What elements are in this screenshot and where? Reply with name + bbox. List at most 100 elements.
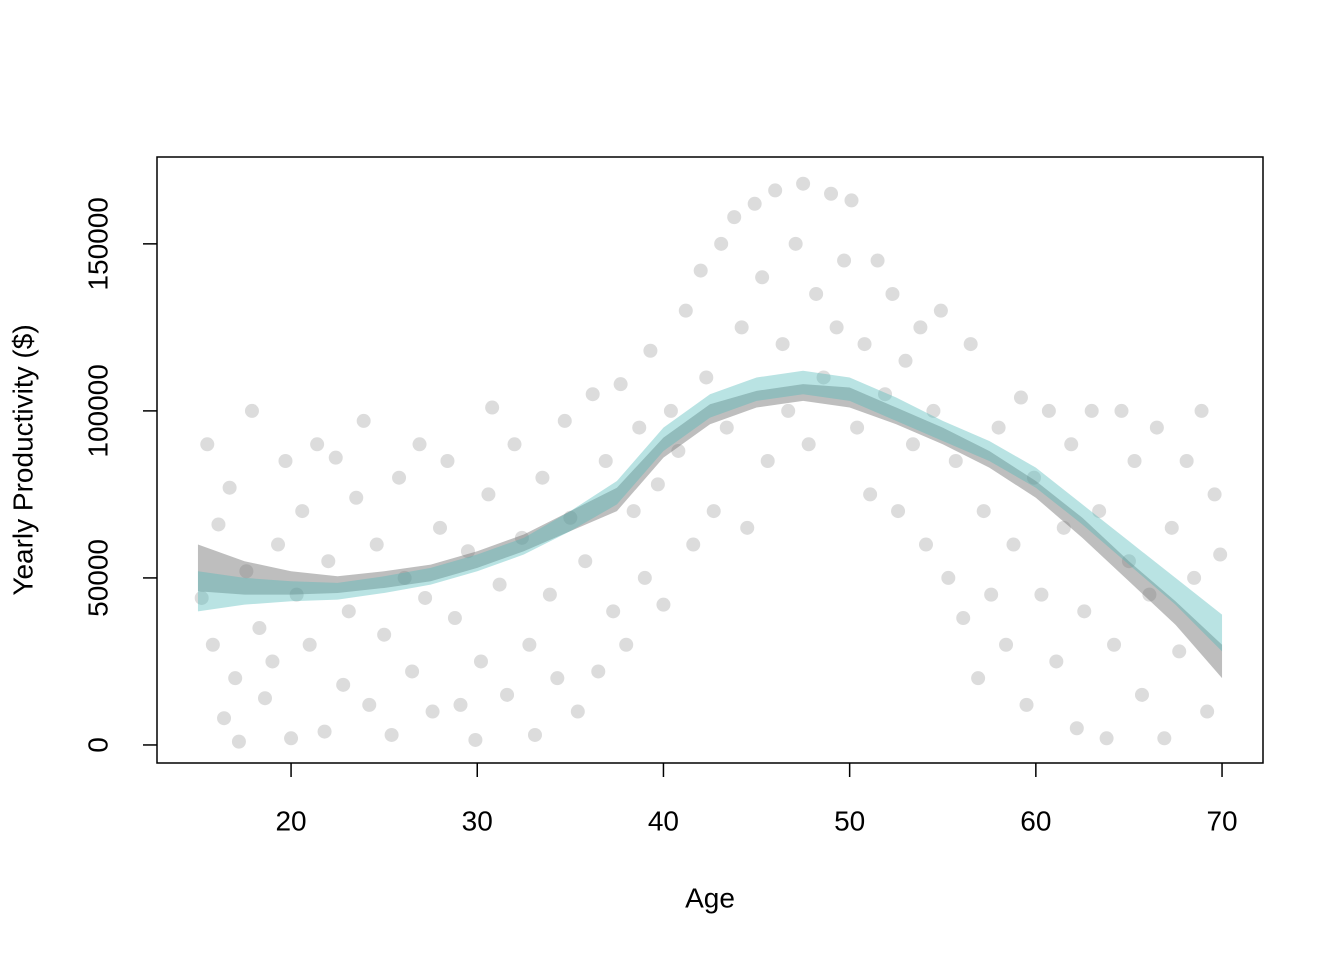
point bbox=[984, 587, 999, 602]
point bbox=[425, 704, 440, 719]
point bbox=[211, 517, 226, 532]
point bbox=[1142, 587, 1157, 602]
point bbox=[663, 403, 678, 418]
point bbox=[1049, 654, 1064, 669]
point bbox=[1064, 437, 1079, 452]
point bbox=[542, 587, 557, 602]
point bbox=[278, 454, 293, 469]
point bbox=[933, 303, 948, 318]
point bbox=[971, 671, 986, 686]
point bbox=[563, 510, 578, 525]
point bbox=[252, 621, 267, 636]
point bbox=[891, 504, 906, 519]
point bbox=[1187, 570, 1202, 585]
point bbox=[362, 697, 377, 712]
point bbox=[468, 732, 483, 747]
point bbox=[412, 437, 427, 452]
point bbox=[1092, 504, 1107, 519]
point bbox=[1114, 403, 1129, 418]
point bbox=[898, 353, 913, 368]
point bbox=[1077, 604, 1092, 619]
point bbox=[369, 537, 384, 552]
point bbox=[637, 570, 652, 585]
point bbox=[768, 183, 783, 198]
point bbox=[1194, 403, 1209, 418]
x-axis-label: Age bbox=[685, 882, 735, 913]
point bbox=[405, 664, 420, 679]
point bbox=[1006, 537, 1021, 552]
point bbox=[837, 253, 852, 268]
point bbox=[727, 210, 742, 225]
point bbox=[956, 611, 971, 626]
point bbox=[857, 337, 872, 352]
point bbox=[678, 303, 693, 318]
point bbox=[578, 554, 593, 569]
point bbox=[481, 487, 496, 502]
x-tick-label: 60 bbox=[1020, 805, 1051, 836]
point bbox=[231, 734, 246, 749]
point bbox=[244, 403, 259, 418]
point bbox=[948, 454, 963, 469]
point bbox=[336, 677, 351, 692]
point bbox=[671, 443, 686, 458]
point bbox=[1107, 637, 1122, 652]
point bbox=[321, 554, 336, 569]
point bbox=[377, 627, 392, 642]
point bbox=[453, 697, 468, 712]
point bbox=[257, 691, 272, 706]
point bbox=[239, 564, 254, 579]
point bbox=[775, 337, 790, 352]
point bbox=[500, 687, 515, 702]
point bbox=[1134, 687, 1149, 702]
point bbox=[397, 570, 412, 585]
x-tick-label: 40 bbox=[648, 805, 679, 836]
point bbox=[829, 320, 844, 335]
point bbox=[719, 420, 734, 435]
point bbox=[781, 403, 796, 418]
point bbox=[295, 504, 310, 519]
point bbox=[440, 454, 455, 469]
point bbox=[384, 727, 399, 742]
point bbox=[1127, 454, 1142, 469]
point bbox=[905, 437, 920, 452]
point bbox=[824, 186, 839, 201]
point bbox=[284, 731, 299, 746]
point bbox=[816, 370, 831, 385]
point bbox=[1056, 520, 1071, 535]
point bbox=[591, 664, 606, 679]
point bbox=[328, 450, 343, 465]
point bbox=[755, 270, 770, 285]
point bbox=[1157, 731, 1172, 746]
point bbox=[850, 420, 865, 435]
point bbox=[271, 537, 286, 552]
point bbox=[473, 654, 488, 669]
point bbox=[507, 437, 522, 452]
x-tick-label: 50 bbox=[834, 805, 865, 836]
point bbox=[492, 577, 507, 592]
point bbox=[643, 343, 658, 358]
point bbox=[550, 671, 565, 686]
point bbox=[693, 263, 708, 278]
point bbox=[1179, 454, 1194, 469]
point bbox=[433, 520, 448, 535]
point bbox=[926, 403, 941, 418]
point bbox=[228, 671, 243, 686]
point bbox=[606, 604, 621, 619]
point bbox=[485, 400, 500, 415]
y-tick-label: 100000 bbox=[82, 364, 113, 457]
point bbox=[747, 196, 762, 211]
point bbox=[885, 286, 900, 301]
point bbox=[194, 590, 209, 605]
point bbox=[349, 490, 364, 505]
point bbox=[310, 437, 325, 452]
point bbox=[418, 590, 433, 605]
point bbox=[341, 604, 356, 619]
point bbox=[265, 654, 280, 669]
point bbox=[1034, 587, 1049, 602]
point bbox=[1164, 520, 1179, 535]
point bbox=[976, 504, 991, 519]
y-tick-label: 150000 bbox=[82, 197, 113, 290]
point bbox=[1084, 403, 1099, 418]
y-tick-label: 0 bbox=[82, 737, 113, 753]
